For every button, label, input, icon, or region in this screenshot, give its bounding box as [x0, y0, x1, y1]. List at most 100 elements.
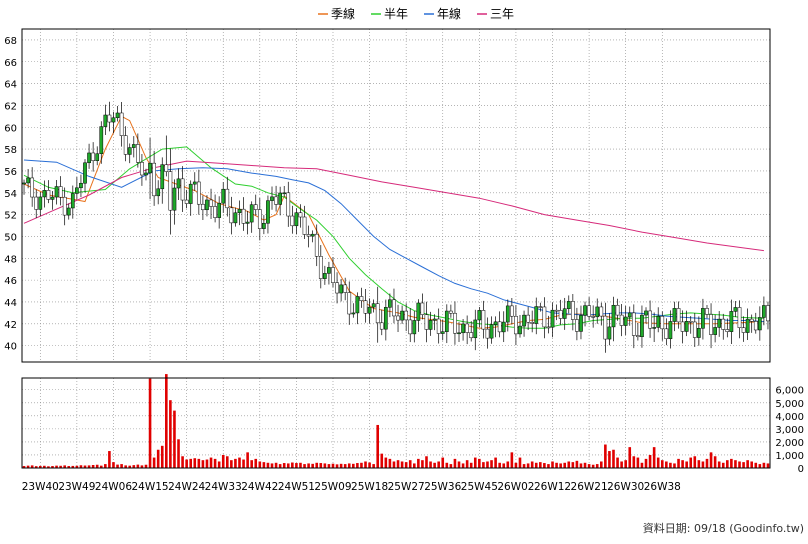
- x-tick-label: 24W51: [278, 481, 315, 493]
- volume-bar: [506, 461, 510, 468]
- candle-body: [66, 207, 71, 216]
- candle-body: [619, 314, 624, 326]
- candle-body: [510, 305, 514, 317]
- volume-bar: [335, 464, 339, 468]
- candle-body: [745, 318, 750, 333]
- volume-bar: [502, 463, 506, 468]
- volume-bar: [364, 461, 367, 468]
- volume-bar: [632, 456, 636, 468]
- candle-body: [725, 329, 730, 332]
- volume-bar: [160, 445, 164, 468]
- candle-body: [111, 117, 116, 123]
- candle-body: [91, 152, 95, 161]
- volume-bar: [567, 461, 571, 468]
- volume-bar: [400, 461, 404, 468]
- price-tick-label: 64: [4, 80, 17, 91]
- candle-body: [331, 267, 335, 283]
- volume-bar: [636, 457, 640, 468]
- volume-bar: [291, 462, 294, 468]
- candle-body: [627, 312, 632, 318]
- volume-bar: [563, 462, 567, 468]
- price-tick-label: 44: [4, 298, 17, 309]
- x-tick-label: 25W27: [388, 481, 425, 493]
- candle-body: [733, 307, 738, 312]
- volume-bar: [209, 457, 213, 468]
- candle-body: [168, 171, 173, 211]
- candle-body: [599, 306, 604, 317]
- candle-body: [497, 321, 502, 333]
- volume-bar: [26, 465, 30, 468]
- candle-body: [282, 192, 287, 195]
- candle-body: [607, 326, 612, 340]
- candle-body: [692, 321, 697, 338]
- volume-frame: [21, 377, 771, 469]
- volume-bar: [75, 465, 79, 468]
- volume-bars: [22, 374, 770, 468]
- volume-bar: [673, 463, 676, 468]
- volume-bar: [469, 462, 473, 468]
- candle-body: [489, 324, 494, 339]
- data-date-note: 資料日期: 09/18 (Goodinfo.tw): [643, 521, 804, 535]
- price-tick-label: 66: [4, 58, 17, 69]
- volume-bar: [108, 451, 111, 468]
- price-tick-label: 46: [4, 276, 17, 287]
- candle-body: [359, 296, 364, 301]
- candle-body: [538, 306, 543, 308]
- candle-body: [152, 162, 156, 197]
- candle-body: [697, 328, 701, 338]
- price-tick-label: 58: [4, 145, 17, 156]
- candle-body: [753, 321, 758, 331]
- volume-bar: [421, 460, 424, 468]
- volume-bar: [238, 457, 241, 468]
- x-tick-label: 26W30: [607, 481, 644, 493]
- candle-body: [221, 188, 226, 204]
- candle-body: [172, 187, 177, 211]
- volume-bar: [181, 456, 184, 468]
- volume-bar: [254, 458, 258, 468]
- candle-body: [579, 315, 583, 332]
- candle-body: [257, 209, 262, 229]
- volume-bar: [701, 461, 705, 468]
- volume-bar: [478, 458, 481, 468]
- volume-bar: [79, 465, 83, 468]
- volume-bar: [148, 378, 152, 468]
- candle-body: [148, 162, 152, 174]
- volume-bar: [709, 452, 713, 468]
- volume-bar: [514, 462, 518, 468]
- candle-body: [38, 196, 43, 210]
- volume-bar: [246, 452, 249, 468]
- volume-bar: [278, 464, 282, 468]
- volume-bar: [734, 460, 737, 468]
- volume-bar: [234, 458, 237, 468]
- candle-body: [424, 314, 429, 330]
- volume-bar: [99, 465, 103, 468]
- candle-body: [420, 302, 425, 315]
- candle-body: [587, 305, 591, 317]
- volume-bar: [169, 400, 172, 468]
- volume-bar: [669, 462, 672, 468]
- candle-body: [542, 306, 547, 328]
- volume-bar: [120, 464, 123, 468]
- candle-body: [741, 327, 746, 333]
- volume-bar: [384, 457, 388, 468]
- volume-bar: [343, 464, 347, 468]
- candle-body: [713, 327, 717, 335]
- candle-body: [383, 307, 388, 330]
- volume-bar: [437, 461, 440, 468]
- volume-bar: [205, 459, 209, 468]
- candle-body: [241, 208, 246, 224]
- volume-bar: [746, 460, 749, 468]
- volume-bar: [689, 457, 693, 468]
- volume-bar: [286, 463, 290, 468]
- candle-body: [611, 304, 616, 328]
- volume-tick-label: 3,000: [775, 425, 804, 436]
- volume-bar: [587, 464, 591, 468]
- candle-body: [688, 321, 693, 323]
- volume-bar: [595, 464, 599, 468]
- candle-body: [684, 321, 689, 332]
- volume-bar: [368, 462, 371, 468]
- x-tick-label: 25W18: [351, 481, 388, 493]
- candle-body: [461, 323, 465, 334]
- candle-body: [83, 162, 87, 184]
- volume-bar: [738, 461, 741, 468]
